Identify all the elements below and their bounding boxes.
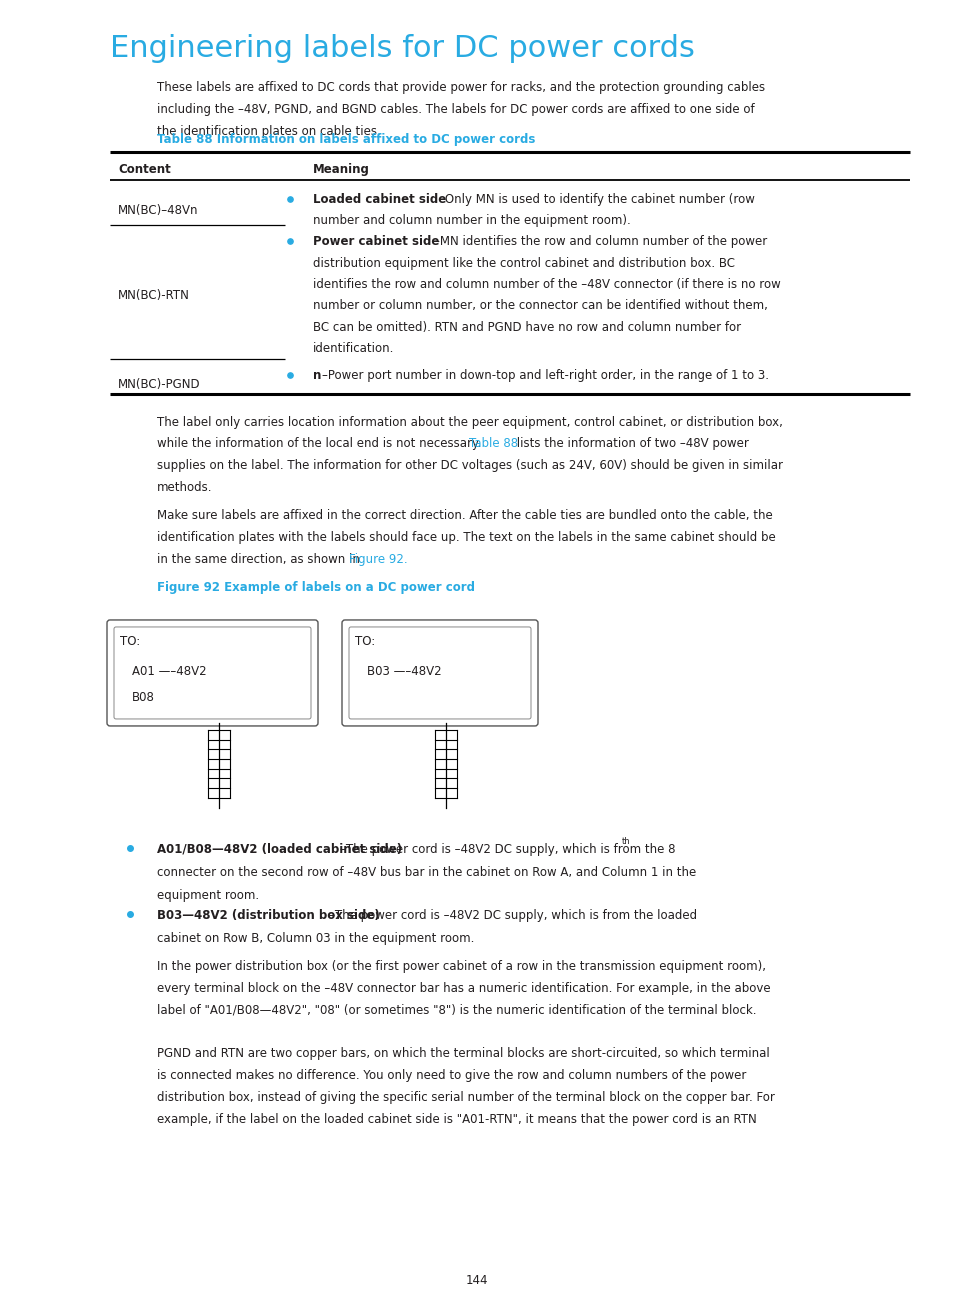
Text: n: n	[313, 369, 321, 382]
Text: identification.: identification.	[313, 342, 394, 355]
Text: every terminal block on the –48V connector bar has a numeric identification. For: every terminal block on the –48V connect…	[157, 981, 770, 995]
Text: A01 —–48V2: A01 —–48V2	[132, 665, 207, 678]
Text: identifies the row and column number of the –48V connector (if there is no row: identifies the row and column number of …	[313, 279, 780, 292]
Text: –The power cord is –48V2 DC supply, which is from the loaded: –The power cord is –48V2 DC supply, whic…	[329, 910, 697, 923]
Text: MN(BC)-RTN: MN(BC)-RTN	[118, 289, 190, 302]
Text: Loaded cabinet side: Loaded cabinet side	[313, 193, 446, 206]
Text: including the –48V, PGND, and BGND cables. The labels for DC power cords are aff: including the –48V, PGND, and BGND cable…	[157, 102, 754, 115]
Text: Table 88 Information on labels affixed to DC power cords: Table 88 Information on labels affixed t…	[157, 133, 535, 146]
Text: lists the information of two –48V power: lists the information of two –48V power	[513, 437, 748, 451]
Text: connecter on the second row of –48V bus bar in the cabinet on Row A, and Column : connecter on the second row of –48V bus …	[157, 866, 696, 879]
Text: identification plates with the labels should face up. The text on the labels in : identification plates with the labels sh…	[157, 531, 775, 544]
Text: The label only carries location information about the peer equipment, control ca: The label only carries location informat…	[157, 416, 782, 429]
Text: B03—48V2 (distribution box side): B03—48V2 (distribution box side)	[157, 910, 379, 923]
Text: PGND and RTN are two copper bars, on which the terminal blocks are short-circuit: PGND and RTN are two copper bars, on whi…	[157, 1047, 769, 1060]
Text: Engineering labels for DC power cords: Engineering labels for DC power cords	[110, 34, 694, 64]
Text: MN(BC)–48Vn: MN(BC)–48Vn	[118, 203, 198, 216]
Text: TO:: TO:	[120, 635, 140, 648]
Text: while the information of the local end is not necessary.: while the information of the local end i…	[157, 437, 484, 451]
Text: example, if the label on the loaded cabinet side is "A01-RTN", it means that the: example, if the label on the loaded cabi…	[157, 1112, 756, 1125]
Text: BC can be omitted). RTN and PGND have no row and column number for: BC can be omitted). RTN and PGND have no…	[313, 320, 740, 333]
Text: Table 88: Table 88	[469, 437, 517, 451]
Text: methods.: methods.	[157, 481, 213, 494]
Text: supplies on the label. The information for other DC voltages (such as 24V, 60V) : supplies on the label. The information f…	[157, 459, 782, 472]
Text: –MN identifies the row and column number of the power: –MN identifies the row and column number…	[434, 236, 766, 249]
Text: 144: 144	[465, 1274, 488, 1287]
Text: distribution equipment like the control cabinet and distribution box. BC: distribution equipment like the control …	[313, 257, 734, 270]
Text: th: th	[621, 837, 630, 846]
Text: label of "A01/B08—48V2", "08" (or sometimes "8") is the numeric identification o: label of "A01/B08—48V2", "08" (or someti…	[157, 1003, 756, 1016]
Text: A01/B08—48V2 (loaded cabinet side): A01/B08—48V2 (loaded cabinet side)	[157, 842, 402, 855]
Text: –Only MN is used to identify the cabinet number (row: –Only MN is used to identify the cabinet…	[439, 193, 755, 206]
Text: Content: Content	[118, 163, 171, 176]
Text: B08: B08	[132, 691, 154, 704]
FancyBboxPatch shape	[113, 627, 311, 719]
Text: MN(BC)-PGND: MN(BC)-PGND	[118, 378, 200, 391]
Text: Figure 92.: Figure 92.	[349, 553, 407, 566]
Text: In the power distribution box (or the first power cabinet of a row in the transm: In the power distribution box (or the fi…	[157, 960, 765, 973]
Text: Meaning: Meaning	[313, 163, 370, 176]
Text: –The power cord is –48V2 DC supply, which is from the 8: –The power cord is –48V2 DC supply, whic…	[339, 842, 675, 855]
Text: equipment room.: equipment room.	[157, 889, 259, 902]
Text: B03 —–48V2: B03 —–48V2	[367, 665, 441, 678]
Text: Power cabinet side: Power cabinet side	[313, 236, 439, 249]
Text: cabinet on Row B, Column 03 in the equipment room.: cabinet on Row B, Column 03 in the equip…	[157, 932, 474, 945]
Text: number and column number in the equipment room).: number and column number in the equipmen…	[313, 214, 630, 227]
Text: is connected makes no difference. You only need to give the row and column numbe: is connected makes no difference. You on…	[157, 1069, 745, 1082]
FancyBboxPatch shape	[107, 619, 317, 726]
Text: distribution box, instead of giving the specific serial number of the terminal b: distribution box, instead of giving the …	[157, 1091, 774, 1104]
Text: These labels are affixed to DC cords that provide power for racks, and the prote: These labels are affixed to DC cords tha…	[157, 80, 764, 95]
Text: in the same direction, as shown in: in the same direction, as shown in	[157, 553, 363, 566]
Text: Make sure labels are affixed in the correct direction. After the cable ties are : Make sure labels are affixed in the corr…	[157, 509, 772, 522]
Text: TO:: TO:	[355, 635, 375, 648]
Text: the identification plates on cable ties.: the identification plates on cable ties.	[157, 124, 380, 137]
Text: –Power port number in down-top and left-right order, in the range of 1 to 3.: –Power port number in down-top and left-…	[322, 369, 769, 382]
FancyBboxPatch shape	[341, 619, 537, 726]
Text: Figure 92 Example of labels on a DC power cord: Figure 92 Example of labels on a DC powe…	[157, 581, 475, 594]
FancyBboxPatch shape	[349, 627, 531, 719]
Text: number or column number, or the connector can be identified without them,: number or column number, or the connecto…	[313, 299, 767, 312]
